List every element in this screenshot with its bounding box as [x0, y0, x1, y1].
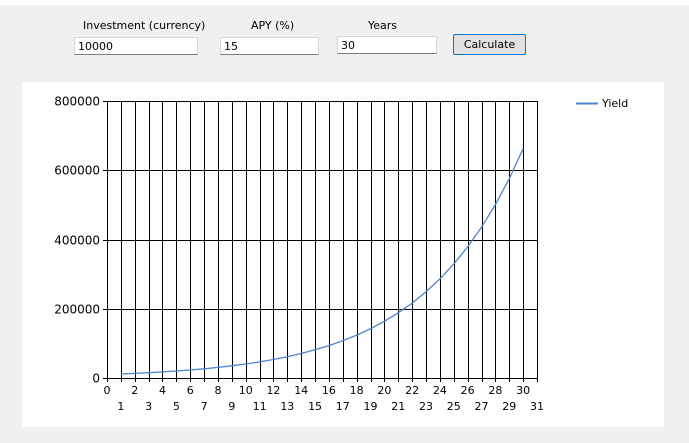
x-tick-label: 3 [145, 400, 152, 413]
x-tick-label: 20 [377, 384, 391, 397]
years-label: Years [368, 19, 398, 32]
x-tick-label: 14 [294, 384, 308, 397]
x-tick-label: 30 [516, 384, 530, 397]
legend-label: Yield [601, 97, 628, 110]
years-input[interactable] [337, 36, 437, 54]
x-tick-label: 9 [228, 400, 235, 413]
x-tick-label: 13 [280, 400, 294, 413]
x-tick-label: 25 [447, 400, 461, 413]
y-tick-label: 800000 [54, 95, 100, 109]
x-tick-label: 22 [405, 384, 419, 397]
y-tick-label: 400000 [54, 234, 100, 248]
x-tick-label: 19 [364, 400, 378, 413]
x-tick-label: 10 [239, 384, 253, 397]
investment-label: Investment (currency) [83, 19, 206, 32]
x-tick-label: 27 [475, 400, 489, 413]
x-tick-label: 29 [502, 400, 516, 413]
calculate-button[interactable]: Calculate [453, 34, 526, 55]
y-tick-label: 0 [92, 372, 100, 386]
x-tick-label: 12 [266, 384, 280, 397]
x-tick-label: 24 [433, 384, 447, 397]
x-tick-label: 8 [214, 384, 221, 397]
top-strip [0, 0, 689, 5]
x-tick-label: 18 [350, 384, 364, 397]
x-tick-label: 17 [336, 400, 350, 413]
apy-label: APY (%) [251, 19, 295, 32]
y-tick-label: 600000 [54, 164, 100, 178]
x-tick-label: 5 [173, 400, 180, 413]
y-tick-label: 200000 [54, 303, 100, 317]
x-tick-label: 11 [253, 400, 267, 413]
apy-input[interactable] [220, 37, 319, 55]
x-tick-label: 1 [117, 400, 124, 413]
x-tick-label: 0 [104, 384, 111, 397]
x-tick-label: 31 [530, 400, 544, 413]
x-tick-label: 2 [131, 384, 138, 397]
x-tick-label: 16 [322, 384, 336, 397]
x-tick-label: 23 [419, 400, 433, 413]
x-tick-label: 4 [159, 384, 166, 397]
x-tick-label: 21 [391, 400, 405, 413]
x-tick-label: 6 [187, 384, 194, 397]
x-tick-label: 15 [308, 400, 322, 413]
x-tick-label: 28 [488, 384, 502, 397]
x-tick-label: 26 [461, 384, 475, 397]
x-tick-label: 7 [201, 400, 208, 413]
investment-input[interactable] [74, 37, 198, 55]
yield-series-line [120, 148, 524, 375]
